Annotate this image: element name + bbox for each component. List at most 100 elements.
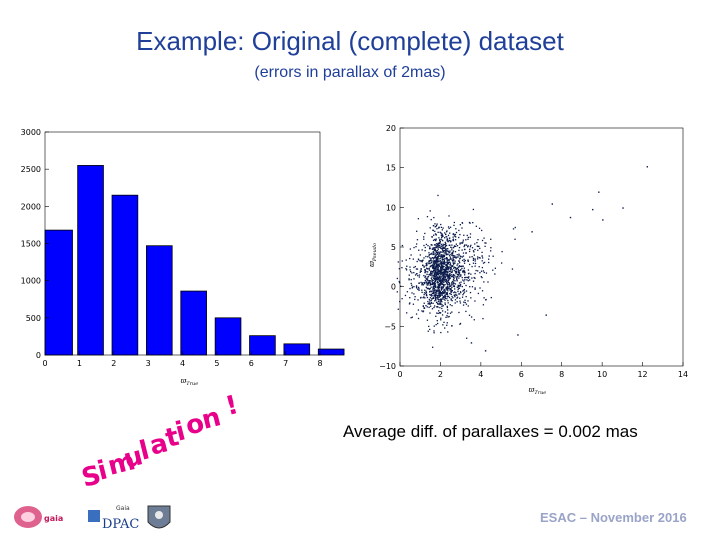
scatter-point — [446, 309, 449, 311]
scatter-point — [456, 273, 459, 276]
scatter-chart: 0 2 4 6 8 10 12 14 −10 −5 0 5 10 15 20 ϖTrue ϖPseudo — [368, 124, 688, 396]
scatter-point — [457, 288, 459, 291]
scatter-point — [439, 290, 441, 293]
scatter-point — [484, 350, 487, 352]
scatter-point — [456, 297, 458, 299]
scatter-point — [458, 266, 460, 268]
scatter-point — [426, 296, 429, 299]
scatter-x-tick-label: 14 — [678, 370, 688, 379]
scatter-point — [442, 275, 444, 277]
scatter-point — [441, 261, 443, 263]
scatter-point — [438, 226, 440, 228]
scatter-point — [458, 285, 460, 287]
scatter-point — [436, 270, 438, 272]
scatter-point — [433, 271, 435, 273]
scatter-point — [417, 286, 420, 289]
scatter-point — [439, 312, 442, 314]
scatter-point — [451, 244, 453, 246]
scatter-point — [419, 260, 421, 262]
scatter-point — [427, 271, 429, 273]
scatter-point — [442, 287, 444, 289]
scatter-point — [438, 275, 440, 277]
scatter-point — [461, 265, 463, 267]
scatter-point — [463, 248, 466, 251]
scatter-point — [448, 251, 450, 253]
scatter-point — [467, 246, 469, 248]
scatter-point — [450, 285, 452, 287]
scatter-point — [438, 303, 441, 305]
scatter-point — [452, 239, 454, 241]
scatter-point — [450, 253, 452, 256]
scatter-point — [410, 254, 412, 256]
scatter-point — [437, 278, 439, 281]
scatter-point — [480, 276, 482, 278]
scatter-point — [446, 257, 448, 259]
scatter-point — [432, 287, 435, 290]
scatter-point — [449, 288, 451, 290]
scatter-point — [483, 271, 485, 274]
scatter-point — [479, 287, 481, 289]
scatter-point — [531, 231, 533, 233]
scatter-point — [445, 271, 447, 274]
scatter-point — [437, 258, 439, 260]
scatter-point — [449, 244, 451, 246]
scatter-point — [467, 236, 469, 239]
histogram-x-tick-label: 2 — [111, 359, 116, 368]
scatter-point — [480, 270, 483, 272]
scatter-point — [472, 250, 475, 252]
scatter-point — [452, 275, 454, 277]
scatter-point — [454, 299, 457, 301]
histogram-x-tick-label: 1 — [77, 359, 82, 368]
scatter-point — [434, 223, 436, 225]
scatter-point — [456, 280, 458, 282]
scatter-point — [406, 265, 408, 267]
histogram-y-tick-label: 2000 — [21, 202, 41, 211]
scatter-point — [443, 291, 445, 293]
scatter-point — [446, 263, 448, 266]
scatter-y-tick-label: 20 — [386, 124, 396, 133]
scatter-point — [443, 262, 446, 264]
scatter-point — [446, 259, 448, 261]
scatter-point — [405, 267, 407, 270]
scatter-point — [435, 262, 437, 264]
scatter-point — [426, 263, 428, 266]
scatter-point — [435, 294, 437, 296]
scatter-point — [456, 277, 458, 279]
scatter-point — [440, 288, 442, 290]
scatter-point — [440, 278, 442, 280]
scatter-point — [435, 249, 437, 252]
scatter-point — [438, 310, 440, 312]
scatter-point — [405, 269, 408, 271]
scatter-point — [439, 307, 441, 309]
scatter-point — [433, 252, 435, 254]
scatter-point — [441, 310, 444, 312]
scatter-point — [411, 272, 413, 274]
scatter-point — [427, 256, 429, 258]
scatter-point — [413, 278, 415, 280]
scatter-point — [416, 268, 419, 270]
scatter-point — [434, 275, 437, 278]
histogram-chart: 0 1 2 3 4 5 6 7 8 0 500 1000 1500 2000 2500 3000 ϖTrue — [21, 128, 345, 387]
scatter-point — [447, 248, 449, 250]
scatter-point — [439, 263, 441, 265]
scatter-point — [439, 240, 442, 243]
scatter-point — [479, 247, 481, 250]
scatter-point — [482, 262, 485, 264]
scatter-point — [429, 303, 431, 305]
scatter-point — [439, 300, 441, 302]
scatter-point — [453, 245, 456, 247]
scatter-point — [453, 277, 455, 279]
scatter-point — [446, 275, 448, 277]
scatter-point — [401, 298, 403, 300]
scatter-point — [451, 325, 453, 327]
scatter-point — [435, 290, 438, 292]
scatter-point — [440, 223, 442, 226]
scatter-point — [443, 298, 445, 300]
scatter-point — [442, 262, 444, 265]
scatter-point — [463, 245, 465, 248]
scatter-point — [413, 246, 415, 249]
scatter-point — [476, 258, 479, 260]
scatter-point — [415, 286, 418, 288]
scatter-point — [432, 258, 435, 260]
scatter-point — [443, 321, 445, 323]
